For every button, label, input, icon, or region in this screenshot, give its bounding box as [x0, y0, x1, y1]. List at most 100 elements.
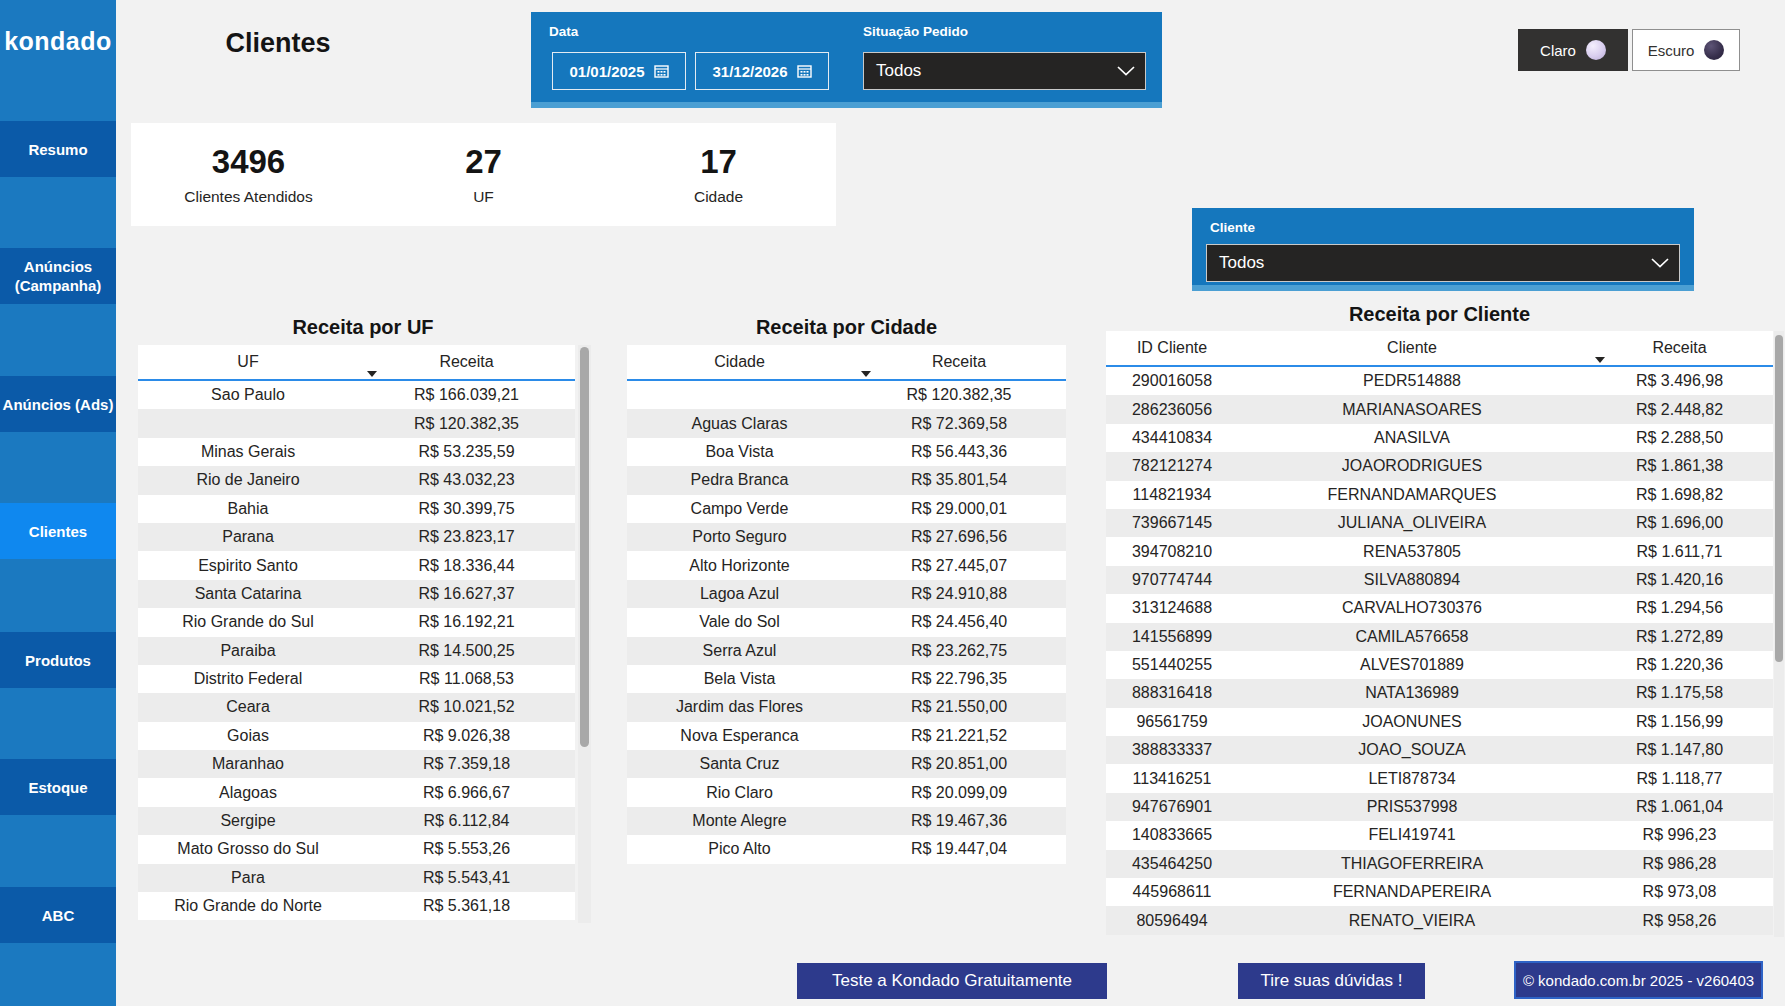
teste-kondado-button[interactable]: Teste a Kondado Gratuitamente: [797, 963, 1107, 999]
table-row[interactable]: Serra AzulR$ 23.262,75: [627, 637, 1066, 665]
table-row[interactable]: ParaibaR$ 14.500,25: [138, 637, 575, 665]
table-row[interactable]: 445968611FERNANDAPEREIRAR$ 973,08: [1106, 878, 1773, 906]
sidebar-item-estoque[interactable]: Estoque: [0, 759, 116, 815]
table-cell: 782121274: [1106, 452, 1238, 480]
table-row[interactable]: Rio Grande do SulR$ 16.192,21: [138, 608, 575, 636]
table-row[interactable]: 739667145JULIANA_OLIVEIRAR$ 1.696,00: [1106, 509, 1773, 537]
table-row[interactable]: ParanaR$ 23.823,17: [138, 523, 575, 551]
table-cell: Minas Gerais: [138, 438, 358, 466]
table-row[interactable]: Pedra BrancaR$ 35.801,54: [627, 466, 1066, 494]
sidebar-item-produtos[interactable]: Produtos: [0, 632, 116, 688]
sidebar-item-anuncios-ads[interactable]: Anúncios (Ads): [0, 376, 116, 432]
column-header-receita[interactable]: Receita: [358, 345, 575, 379]
table-row[interactable]: Santa CruzR$ 20.851,00: [627, 750, 1066, 778]
table-row[interactable]: BahiaR$ 30.399,75: [138, 495, 575, 523]
table-cell: R$ 1.611,71: [1586, 537, 1773, 565]
table-cell: Monte Alegre: [627, 807, 852, 835]
table-row[interactable]: 113416251LETI878734R$ 1.118,77: [1106, 764, 1773, 792]
table-cell: R$ 6.112,84: [358, 807, 575, 835]
column-header-uf[interactable]: UF: [138, 345, 358, 379]
table-cell: R$ 9.026,38: [358, 722, 575, 750]
table-cell: R$ 22.796,35: [852, 665, 1066, 693]
copyright-version-button[interactable]: © kondado.com.br 2025 - v260403: [1514, 961, 1763, 999]
table-row[interactable]: Campo VerdeR$ 29.000,01: [627, 495, 1066, 523]
table-row[interactable]: Distrito FederalR$ 11.068,53: [138, 665, 575, 693]
table-row[interactable]: 140833665FELI419741R$ 996,23: [1106, 821, 1773, 849]
column-header-label: Cliente: [1387, 339, 1437, 357]
cliente-table-scrollbar-thumb[interactable]: [1775, 335, 1783, 662]
column-header-id-cliente[interactable]: ID Cliente: [1106, 331, 1238, 365]
table-row[interactable]: MaranhaoR$ 7.359,18: [138, 750, 575, 778]
table-row[interactable]: R$ 120.382,35: [138, 409, 575, 437]
table-row[interactable]: 141556899CAMILA576658R$ 1.272,89: [1106, 623, 1773, 651]
table-row[interactable]: 947676901PRIS537998R$ 1.061,04: [1106, 793, 1773, 821]
table-row[interactable]: 434410834ANASILVAR$ 2.288,50: [1106, 424, 1773, 452]
sidebar-item-resumo[interactable]: Resumo: [0, 121, 116, 177]
table-row[interactable]: R$ 120.382,35: [627, 381, 1066, 409]
table-row[interactable]: AlagoasR$ 6.966,67: [138, 778, 575, 806]
table-row[interactable]: Mato Grosso do SulR$ 5.553,26: [138, 835, 575, 863]
table-row[interactable]: Lagoa AzulR$ 24.910,88: [627, 580, 1066, 608]
table-row[interactable]: Rio Grande do NorteR$ 5.361,18: [138, 892, 575, 920]
table-row[interactable]: Bela VistaR$ 22.796,35: [627, 665, 1066, 693]
table-row[interactable]: Rio ClaroR$ 20.099,09: [627, 778, 1066, 806]
table-row[interactable]: Porto SeguroR$ 27.696,56: [627, 523, 1066, 551]
table-row[interactable]: Rio de JaneiroR$ 43.032,23: [138, 466, 575, 494]
table-row[interactable]: 551440255ALVES701889R$ 1.220,36: [1106, 651, 1773, 679]
table-row[interactable]: GoiasR$ 9.026,38: [138, 722, 575, 750]
column-header-cliente[interactable]: Cliente: [1238, 331, 1586, 365]
sidebar-item-anuncios-campanha[interactable]: Anúncios (Campanha): [0, 248, 116, 304]
table-row[interactable]: Sao PauloR$ 166.039,21: [138, 381, 575, 409]
cliente-dropdown[interactable]: Todos: [1206, 244, 1680, 282]
table-cell: R$ 19.447,04: [852, 835, 1066, 863]
table-row[interactable]: Santa CatarinaR$ 16.627,37: [138, 580, 575, 608]
column-header-cidade[interactable]: Cidade: [627, 345, 852, 379]
sidebar-item-clientes[interactable]: Clientes: [0, 503, 116, 559]
table-cell: R$ 24.456,40: [852, 608, 1066, 636]
table-row[interactable]: 290016058PEDR514888R$ 3.496,98: [1106, 367, 1773, 395]
dark-theme-button[interactable]: Escuro: [1632, 29, 1740, 71]
table-row[interactable]: 435464250THIAGOFERREIRAR$ 986,28: [1106, 850, 1773, 878]
table-cell: Espirito Santo: [138, 551, 358, 579]
column-header-receita[interactable]: Receita: [1586, 331, 1773, 365]
table-row[interactable]: 782121274JOAORODRIGUESR$ 1.861,38: [1106, 452, 1773, 480]
light-theme-button[interactable]: Claro: [1518, 29, 1628, 71]
table-row[interactable]: Jardim das FloresR$ 21.550,00: [627, 693, 1066, 721]
table-cell: LETI878734: [1238, 764, 1586, 792]
table-row[interactable]: Boa VistaR$ 56.443,36: [627, 438, 1066, 466]
start-date-input[interactable]: 01/01/2025: [552, 52, 686, 90]
column-header-receita[interactable]: Receita: [852, 345, 1066, 379]
table-row[interactable]: 96561759JOAONUNESR$ 1.156,99: [1106, 708, 1773, 736]
table-row[interactable]: Monte AlegreR$ 19.467,36: [627, 807, 1066, 835]
table-row[interactable]: Espirito SantoR$ 18.336,44: [138, 551, 575, 579]
table-row[interactable]: Nova EsperancaR$ 21.221,52: [627, 722, 1066, 750]
table-row[interactable]: 970774744SILVA880894R$ 1.420,16: [1106, 566, 1773, 594]
column-header-label: ID Cliente: [1137, 339, 1207, 357]
table-row[interactable]: 80596494RENATO_VIEIRAR$ 958,26: [1106, 906, 1773, 934]
table-cell: Campo Verde: [627, 495, 852, 523]
table-row[interactable]: 313124688CARVALHO730376R$ 1.294,56: [1106, 594, 1773, 622]
table-cell: MARIANASOARES: [1238, 395, 1586, 423]
table-row[interactable]: Minas GeraisR$ 53.235,59: [138, 438, 575, 466]
sidebar-item-abc[interactable]: ABC: [0, 887, 116, 943]
table-row[interactable]: 114821934FERNANDAMARQUESR$ 1.698,82: [1106, 481, 1773, 509]
cliente-table-body: 290016058PEDR514888R$ 3.496,98286236056M…: [1106, 367, 1773, 935]
tire-duvidas-button[interactable]: Tire suas dúvidas !: [1238, 963, 1425, 999]
table-row[interactable]: Vale do SolR$ 24.456,40: [627, 608, 1066, 636]
table-row[interactable]: 888316418NATA136989R$ 1.175,58: [1106, 679, 1773, 707]
table-row[interactable]: Pico AltoR$ 19.447,04: [627, 835, 1066, 863]
table-row[interactable]: Alto HorizonteR$ 27.445,07: [627, 551, 1066, 579]
table-row[interactable]: ParaR$ 5.543,41: [138, 864, 575, 892]
table-cell: Lagoa Azul: [627, 580, 852, 608]
table-cell: R$ 1.696,00: [1586, 509, 1773, 537]
end-date-input[interactable]: 31/12/2026: [695, 52, 829, 90]
table-row[interactable]: SergipeR$ 6.112,84: [138, 807, 575, 835]
table-row[interactable]: 388833337JOAO_SOUZAR$ 1.147,80: [1106, 736, 1773, 764]
table-row[interactable]: 286236056MARIANASOARESR$ 2.448,82: [1106, 395, 1773, 423]
situacao-pedido-dropdown[interactable]: Todos: [863, 52, 1146, 90]
table-row[interactable]: Aguas ClarasR$ 72.369,58: [627, 409, 1066, 437]
table-row[interactable]: CearaR$ 10.021,52: [138, 693, 575, 721]
table-row[interactable]: 394708210RENA537805R$ 1.611,71: [1106, 537, 1773, 565]
uf-table-scrollbar-thumb[interactable]: [580, 347, 589, 747]
table-cell: Aguas Claras: [627, 409, 852, 437]
